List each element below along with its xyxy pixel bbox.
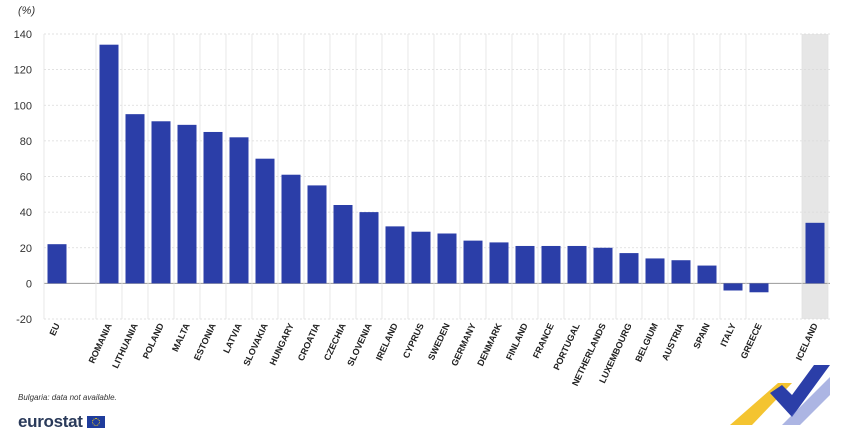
- bar-austria: [671, 260, 691, 284]
- bar-luxembourg: [619, 253, 639, 284]
- y-tick-label: 100: [14, 100, 32, 112]
- x-tick-label: HUNGARY: [268, 322, 296, 367]
- bar-czechia: [333, 205, 353, 284]
- bar-iceland: [805, 222, 825, 284]
- bar-malta: [177, 124, 197, 284]
- bar-greece: [749, 283, 769, 293]
- x-tick-label: CZECHIA: [322, 321, 348, 362]
- y-tick-label: 80: [20, 136, 32, 148]
- bar-germany: [463, 240, 483, 284]
- x-tick-label: SLOVAKIA: [241, 321, 270, 367]
- y-tick-label: 40: [20, 207, 32, 219]
- bar-eu: [47, 244, 67, 284]
- x-tick-label: POLAND: [141, 321, 166, 360]
- x-tick-label: CYPRUS: [401, 322, 426, 360]
- bar-hungary: [281, 174, 301, 284]
- bar-estonia: [203, 131, 223, 284]
- y-tick-label: 0: [26, 278, 32, 290]
- x-tick-label: ROMANIA: [87, 321, 114, 365]
- x-tick-label: ESTONIA: [192, 321, 218, 362]
- x-tick-label: MALTA: [170, 321, 192, 353]
- bar-france: [541, 245, 561, 284]
- bar-sweden: [437, 233, 457, 284]
- x-tick-label: FRANCE: [531, 322, 556, 360]
- x-tick-label: FINLAND: [504, 321, 530, 361]
- x-tick-label: SPAIN: [691, 322, 711, 351]
- x-tick-label: ITALY: [718, 322, 737, 348]
- x-tick-label: GERMANY: [449, 322, 478, 368]
- x-tick-label: BELGIUM: [633, 322, 660, 364]
- eurostat-logo: eurostat: [18, 412, 105, 432]
- logo-text: eurostat: [18, 412, 83, 431]
- y-tick-label: 20: [20, 243, 32, 255]
- bar-slovenia: [359, 212, 379, 284]
- bar-netherlands: [593, 247, 613, 284]
- y-tick-label: 60: [20, 172, 32, 184]
- bars: [47, 44, 825, 293]
- bar-italy: [723, 283, 743, 291]
- x-tick-label: IRELAND: [374, 321, 400, 362]
- x-tick-label: EU: [47, 322, 61, 338]
- x-tick-label: AUSTRIA: [660, 321, 686, 362]
- y-tick-label: -20: [16, 314, 32, 326]
- bar-romania: [99, 44, 119, 284]
- bar-slovakia: [255, 158, 275, 284]
- x-tick-label: CROATIA: [296, 321, 322, 362]
- eurostat-swoosh-icon: [730, 365, 830, 425]
- bar-lithuania: [125, 114, 145, 284]
- y-tick-label: 140: [14, 29, 32, 41]
- bar-portugal: [567, 245, 587, 284]
- bar-belgium: [645, 258, 665, 284]
- eu-flag-icon: [86, 416, 105, 428]
- x-tick-label: SWEDEN: [426, 322, 452, 362]
- x-tick-label: LATVIA: [221, 321, 244, 355]
- bar-poland: [151, 121, 171, 284]
- bar-croatia: [307, 185, 327, 284]
- x-tick-label: DENMARK: [475, 321, 504, 367]
- bar-latvia: [229, 137, 249, 284]
- x-tick-label: LITHUANIA: [110, 321, 140, 370]
- y-tick-label: 120: [14, 65, 32, 77]
- bar-finland: [515, 245, 535, 284]
- bar-denmark: [489, 242, 509, 284]
- gridlines: [43, 33, 830, 320]
- y-tick-labels: 140 120 100 80 60 40 20 0 -20: [14, 29, 32, 326]
- bar-spain: [697, 265, 717, 284]
- footnote: Bulgaria: data not available.: [18, 393, 117, 402]
- y-axis-unit: (%): [18, 5, 35, 17]
- bar-ireland: [385, 226, 405, 284]
- x-tick-label: PORTUGAL: [551, 321, 582, 371]
- x-tick-label: SLOVENIA: [345, 321, 374, 367]
- bar-cyprus: [411, 231, 431, 284]
